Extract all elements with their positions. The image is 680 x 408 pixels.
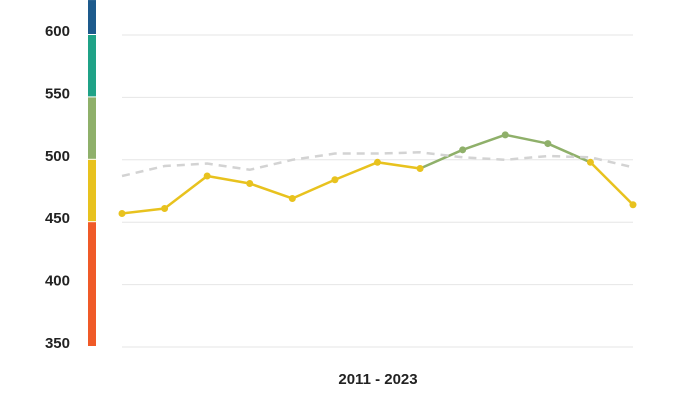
y-tick-label: 350 [45,335,70,352]
data-point [629,201,637,209]
data-point [161,204,169,212]
data-point [544,140,552,148]
data-point [246,180,254,188]
line-segment [249,182,293,200]
line-segment [206,174,250,185]
data-point [118,209,126,217]
line-segment [504,133,549,145]
y-tick-label: 450 [45,210,70,227]
y-tick-label: 550 [45,85,70,102]
y-tick-label: 500 [45,148,70,165]
y-tick-label: 600 [45,23,70,40]
band-segment [88,0,96,35]
line-segment [462,133,506,151]
data-point [331,176,339,184]
data-point [459,146,467,154]
data-point [374,158,381,166]
y-tick-label: 400 [45,273,70,290]
line-segment [121,207,165,215]
data-point [288,194,296,202]
band-segment [88,97,96,159]
band-segment [88,35,96,97]
line-segment [334,161,378,181]
data-point [501,131,509,139]
band-segment [88,159,96,222]
line-segment [377,161,421,170]
line-segment [589,161,634,206]
data-point [203,172,211,180]
line-segment [163,175,208,210]
x-axis-label: 2011 - 2023 [338,371,417,388]
line-segment [419,148,464,170]
band-segment [88,222,96,346]
line-segment [291,178,336,200]
reference-line [121,151,634,178]
line-segment [547,142,591,164]
data-point [586,158,594,166]
data-point [416,165,424,173]
